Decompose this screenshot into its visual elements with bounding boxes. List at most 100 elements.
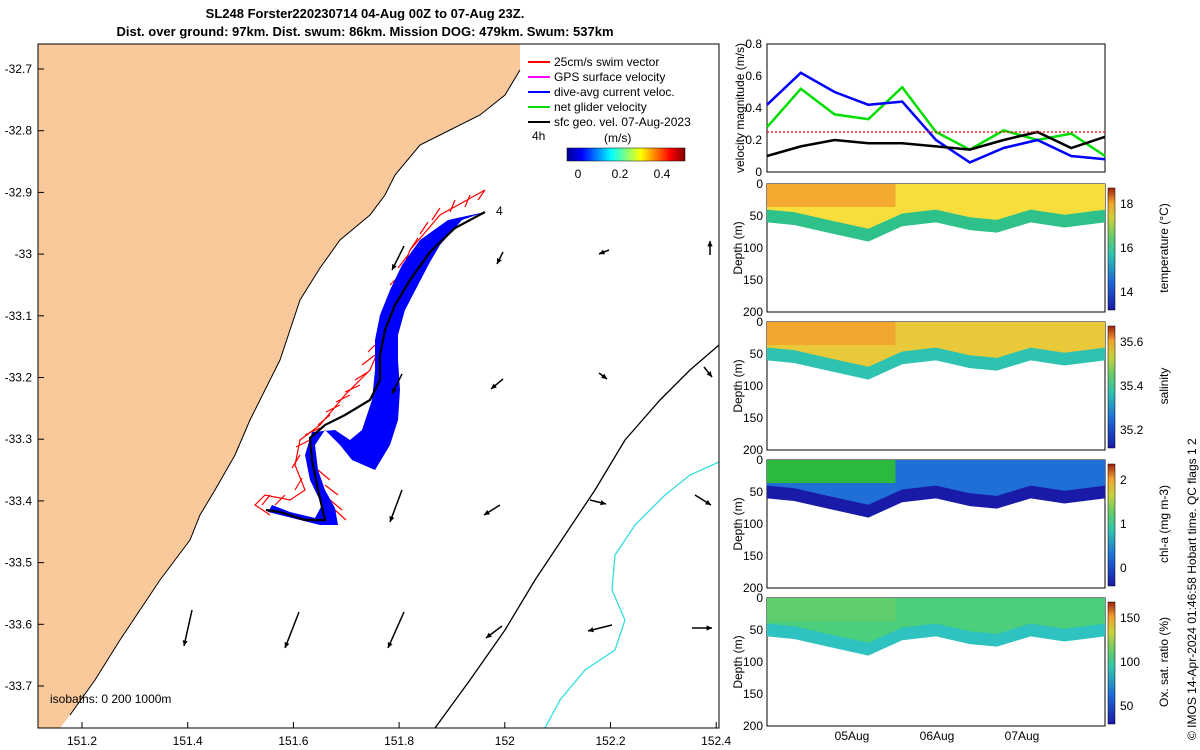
map-y-tick: -33.6	[5, 617, 33, 631]
profile-y-tick: 50	[750, 209, 764, 223]
profile-colorbar	[1107, 187, 1116, 311]
profile-y-tick: 200	[743, 719, 763, 733]
colorbar-tick: 2	[1120, 473, 1127, 487]
colorbar-tick: 35.4	[1120, 379, 1144, 393]
map-y-ticks: -32.7 -32.8 -32.9 -33 -33.1 -33.2 -33.3 -33.4 -3…	[5, 62, 44, 693]
glider-track	[265, 211, 486, 522]
profile-panel: 0 50 100 150 200 35.2 35.4 35.6 Depth (m) salinit…	[731, 315, 1171, 457]
legend-label: net glider velocity	[554, 100, 647, 114]
profile-y-tick: 150	[743, 411, 763, 425]
colorbar-tick: 35.2	[1120, 423, 1144, 437]
geo-arrow-head	[601, 373, 607, 379]
geo-arrow-head	[600, 500, 606, 506]
annotation-4h: 4h	[532, 129, 545, 143]
profile-y-tick: 200	[743, 305, 763, 319]
map-y-tick: -33.1	[5, 309, 33, 323]
geo-velocity-arrows	[182, 241, 713, 649]
isobath-1000m	[544, 461, 719, 728]
colorbar-tick: 18	[1120, 197, 1134, 211]
isobath-200m	[434, 344, 719, 728]
colorbar-tick: 0.4	[654, 167, 671, 181]
profile-y-label: Depth (m)	[731, 221, 745, 274]
velocity-y-tick: 0.6	[745, 69, 762, 83]
geo-arrow-head	[392, 264, 397, 270]
profile-y-tick: 150	[743, 273, 763, 287]
geo-arrow-head	[705, 499, 711, 505]
velocity-y-tick: 0	[755, 165, 762, 179]
profile-colorbar	[1107, 463, 1116, 587]
map-x-tick: 152.4	[701, 734, 731, 748]
profile-y-tick: 0	[756, 315, 763, 329]
map-y-tick: -33.3	[5, 432, 33, 446]
geo-arrow	[387, 611, 405, 649]
colorbar-tick: 35.6	[1120, 335, 1144, 349]
profile-panel: 0 50 100 150 200 0 1 2 Depth (m) chl-a (mg m-3)	[731, 453, 1171, 595]
map-y-tick: -33.2	[5, 371, 33, 385]
profile-y-tick: 200	[743, 581, 763, 595]
geo-arrow-head	[707, 241, 713, 247]
geo-arrow-head	[387, 642, 393, 648]
profile-y-tick: 100	[743, 241, 763, 255]
chart-title: SL248 Forster220230714 04-Aug 00Z to 07-…	[205, 6, 525, 21]
geo-arrow	[389, 489, 403, 523]
velocity-series	[766, 130, 1106, 158]
map-y-tick: -32.9	[5, 185, 33, 199]
legend-label: 25cm/s swim vector	[554, 55, 659, 69]
colorbar-ticks: 0 0.2 0.4	[575, 167, 671, 181]
geo-arrow-head	[484, 509, 490, 515]
velocity-y-tick: 0.2	[745, 133, 762, 147]
colorbar-tick: 0	[575, 167, 582, 181]
legend-label: dive-avg current veloc.	[554, 85, 675, 99]
geo-arrow-head	[706, 625, 712, 631]
colorbar-tick: 14	[1120, 285, 1134, 299]
profile-colorbar	[1107, 601, 1116, 725]
velocity-y-tick: 0.4	[745, 101, 762, 115]
chart-subtitle: Dist. over ground: 97km. Dist. swum: 86k…	[116, 24, 614, 39]
map-y-tick: -33.5	[5, 556, 33, 570]
profile-surface-layer	[767, 322, 896, 346]
geo-arrow-head	[706, 371, 712, 377]
colorbar-tick: 1	[1120, 517, 1127, 531]
profile-y-label: Depth (m)	[731, 635, 745, 688]
current-vector-band	[268, 212, 485, 525]
legend-label: GPS surface velocity	[554, 70, 665, 84]
profile-surface-layer	[767, 184, 896, 208]
speed-colorbar	[566, 147, 686, 162]
profile-y-tick: 0	[756, 177, 763, 191]
colorbar-tick: 0	[1120, 561, 1127, 575]
profile-y-tick: 0	[756, 453, 763, 467]
colorbar-tick: 150	[1120, 611, 1140, 625]
map-x-ticks: 151.2 151.4 151.6 151.8 152 152.2 152.4	[67, 722, 732, 748]
profile-y-tick: 100	[743, 379, 763, 393]
profile-y-tick: 200	[743, 443, 763, 457]
map-x-tick: 152.2	[595, 734, 625, 748]
geo-arrow-head	[389, 516, 395, 522]
profile-surface-layer	[767, 598, 896, 622]
geo-arrow	[183, 609, 193, 647]
map-y-tick: -32.8	[5, 124, 33, 138]
legend-label: sfc geo. vel. 07-Aug-2023	[554, 115, 691, 129]
profile-colorbar-label: chl-a (mg m-3)	[1157, 485, 1171, 563]
profile-x-tick: 05Aug	[835, 729, 870, 743]
map-y-tick: -33.7	[5, 679, 33, 693]
geo-arrow-head	[491, 383, 497, 389]
isobath-label: isobaths: 0 200 1000m	[50, 692, 171, 706]
map-x-tick: 151.4	[173, 734, 203, 748]
profile-panel: 0 50 100 150 200 14 16 18 Depth (m) temperature (…	[731, 177, 1171, 319]
map-y-tick: -33	[15, 247, 33, 261]
geo-arrow-head	[599, 249, 605, 255]
land-mass	[38, 44, 520, 728]
map-y-tick: -33.4	[5, 494, 33, 508]
profile-colorbar-label: salinity	[1157, 368, 1171, 405]
profile-y-tick: 50	[750, 485, 764, 499]
map-x-tick: 151.6	[278, 734, 308, 748]
profile-y-tick: 150	[743, 549, 763, 563]
profile-y-tick: 0	[756, 591, 763, 605]
geo-arrow-head	[497, 258, 502, 264]
geo-arrow-head	[392, 388, 397, 394]
profile-y-tick: 100	[743, 655, 763, 669]
